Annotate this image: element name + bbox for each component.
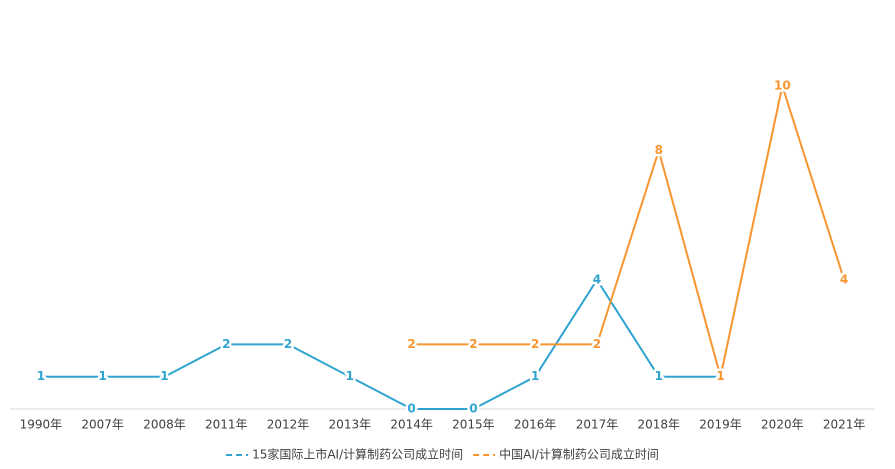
x-tick-label: 2017年 [576,418,619,432]
x-tick-label: 2008年 [143,418,186,432]
legend: 15家国际上市AI/计算制药公司成立时间 中国AI/计算制药公司成立时间 [226,447,659,462]
data-label: 2 [593,337,601,351]
x-tick-label: 2014年 [390,418,433,432]
x-tick-label: 2015年 [452,418,495,432]
data-label: 2 [407,337,415,351]
x-tick-label: 2018年 [637,418,680,432]
x-tick-label: 2013年 [329,418,372,432]
x-tick-label: 1990年 [20,418,63,432]
data-label: 0 [469,402,477,416]
x-tick-label: 2020年 [761,418,804,432]
data-label: 4 [593,272,601,286]
data-label: 1 [98,369,106,383]
data-label: 2 [469,337,477,351]
data-label: 10 [774,79,791,93]
data-label: 1 [716,369,724,383]
data-label: 1 [37,369,45,383]
data-label: 2 [531,337,539,351]
x-tick-label: 2019年 [699,418,742,432]
data-label: 1 [531,369,539,383]
data-label: 0 [407,402,415,416]
data-label: 4 [840,272,848,286]
data-label: 1 [716,369,724,383]
data-label: 1 [160,369,168,383]
x-tick-label: 2021年 [823,418,866,432]
data-label: 8 [655,143,663,157]
x-tick-label: 2012年 [267,418,310,432]
data-label: 2 [222,337,230,351]
legend-label: 中国AI/计算制药公司成立时间 [499,447,659,462]
data-label: 1 [655,369,663,383]
series-line [411,82,846,377]
x-tick-label: 2007年 [81,418,124,432]
data-label: 2 [284,337,292,351]
data-label: 1 [346,369,354,383]
x-tick-label: 2011年 [205,418,248,432]
x-tick-label: 2016年 [514,418,557,432]
legend-label: 15家国际上市AI/计算制药公司成立时间 [252,447,463,462]
series-line [40,277,721,410]
